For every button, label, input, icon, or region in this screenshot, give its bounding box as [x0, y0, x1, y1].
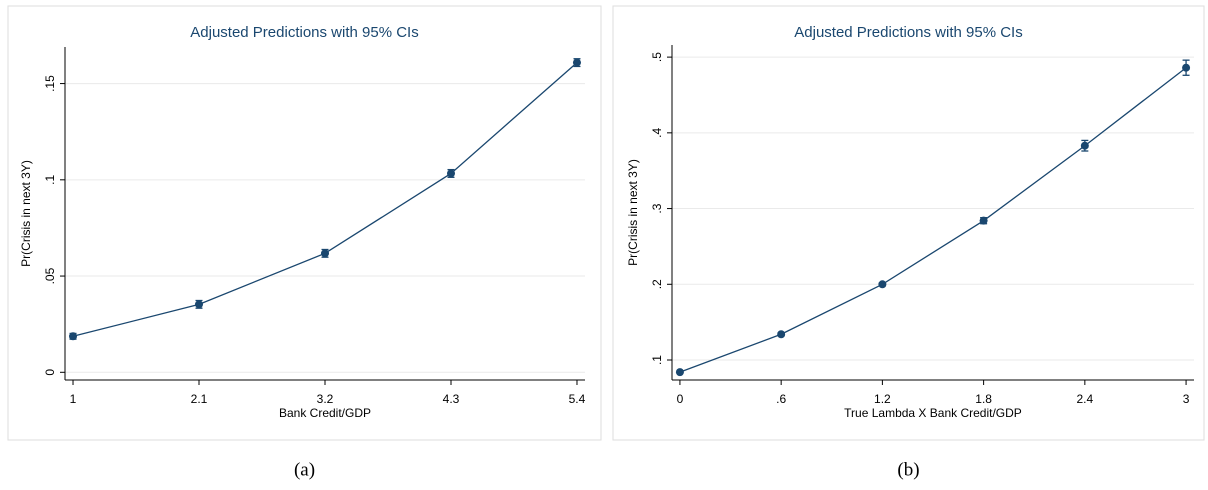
- x-axis-label: True Lambda X Bank Credit/GDP: [844, 406, 1022, 420]
- y-tick-label: .05: [43, 267, 57, 284]
- chart-title: Adjusted Predictions with 95% CIs: [190, 24, 418, 41]
- point: [1182, 63, 1191, 72]
- point: [878, 280, 887, 289]
- panel-border: [612, 5, 1205, 441]
- x-tick-label: .6: [776, 392, 786, 406]
- x-tick-label: 2.4: [1076, 392, 1093, 406]
- y-tick-label: .2: [650, 279, 664, 289]
- x-tick-label: 0: [677, 392, 684, 406]
- y-tick-label: .5: [650, 52, 664, 62]
- y-tick-label: .4: [650, 128, 664, 138]
- x-tick-label: 1.2: [874, 392, 891, 406]
- point: [675, 368, 684, 377]
- y-tick-label: .1: [43, 174, 57, 184]
- x-tick-label: 4.3: [443, 392, 460, 406]
- x-tick-label: 2.1: [191, 392, 208, 406]
- y-tick-label: .15: [43, 75, 57, 92]
- x-tick-label: 3: [1183, 392, 1190, 406]
- x-tick-label: 1: [70, 392, 77, 406]
- y-axis-label: Pr(Crisis in next 3Y): [19, 160, 33, 267]
- x-tick-label: 3.2: [317, 392, 334, 406]
- x-tick-label: 1.8: [975, 392, 992, 406]
- point: [1080, 141, 1089, 150]
- y-tick-label: 0: [43, 369, 57, 376]
- point: [572, 58, 581, 67]
- point: [777, 330, 786, 339]
- x-axis-label: Bank Credit/GDP: [279, 406, 371, 420]
- x-tick-label: 5.4: [569, 392, 586, 406]
- panel-border: [7, 5, 602, 441]
- caption: (a): [294, 459, 315, 480]
- y-tick-label: .3: [650, 203, 664, 213]
- y-tick-label: .1: [650, 355, 664, 365]
- point: [321, 249, 329, 258]
- chart-title: Adjusted Predictions with 95% CIs: [794, 24, 1022, 41]
- point: [446, 169, 455, 178]
- point: [979, 216, 988, 225]
- series-line: [679, 67, 1187, 373]
- caption: (b): [897, 459, 919, 480]
- point: [195, 300, 204, 309]
- y-axis-label: Pr(Crisis in next 3Y): [626, 159, 640, 266]
- point: [69, 332, 78, 341]
